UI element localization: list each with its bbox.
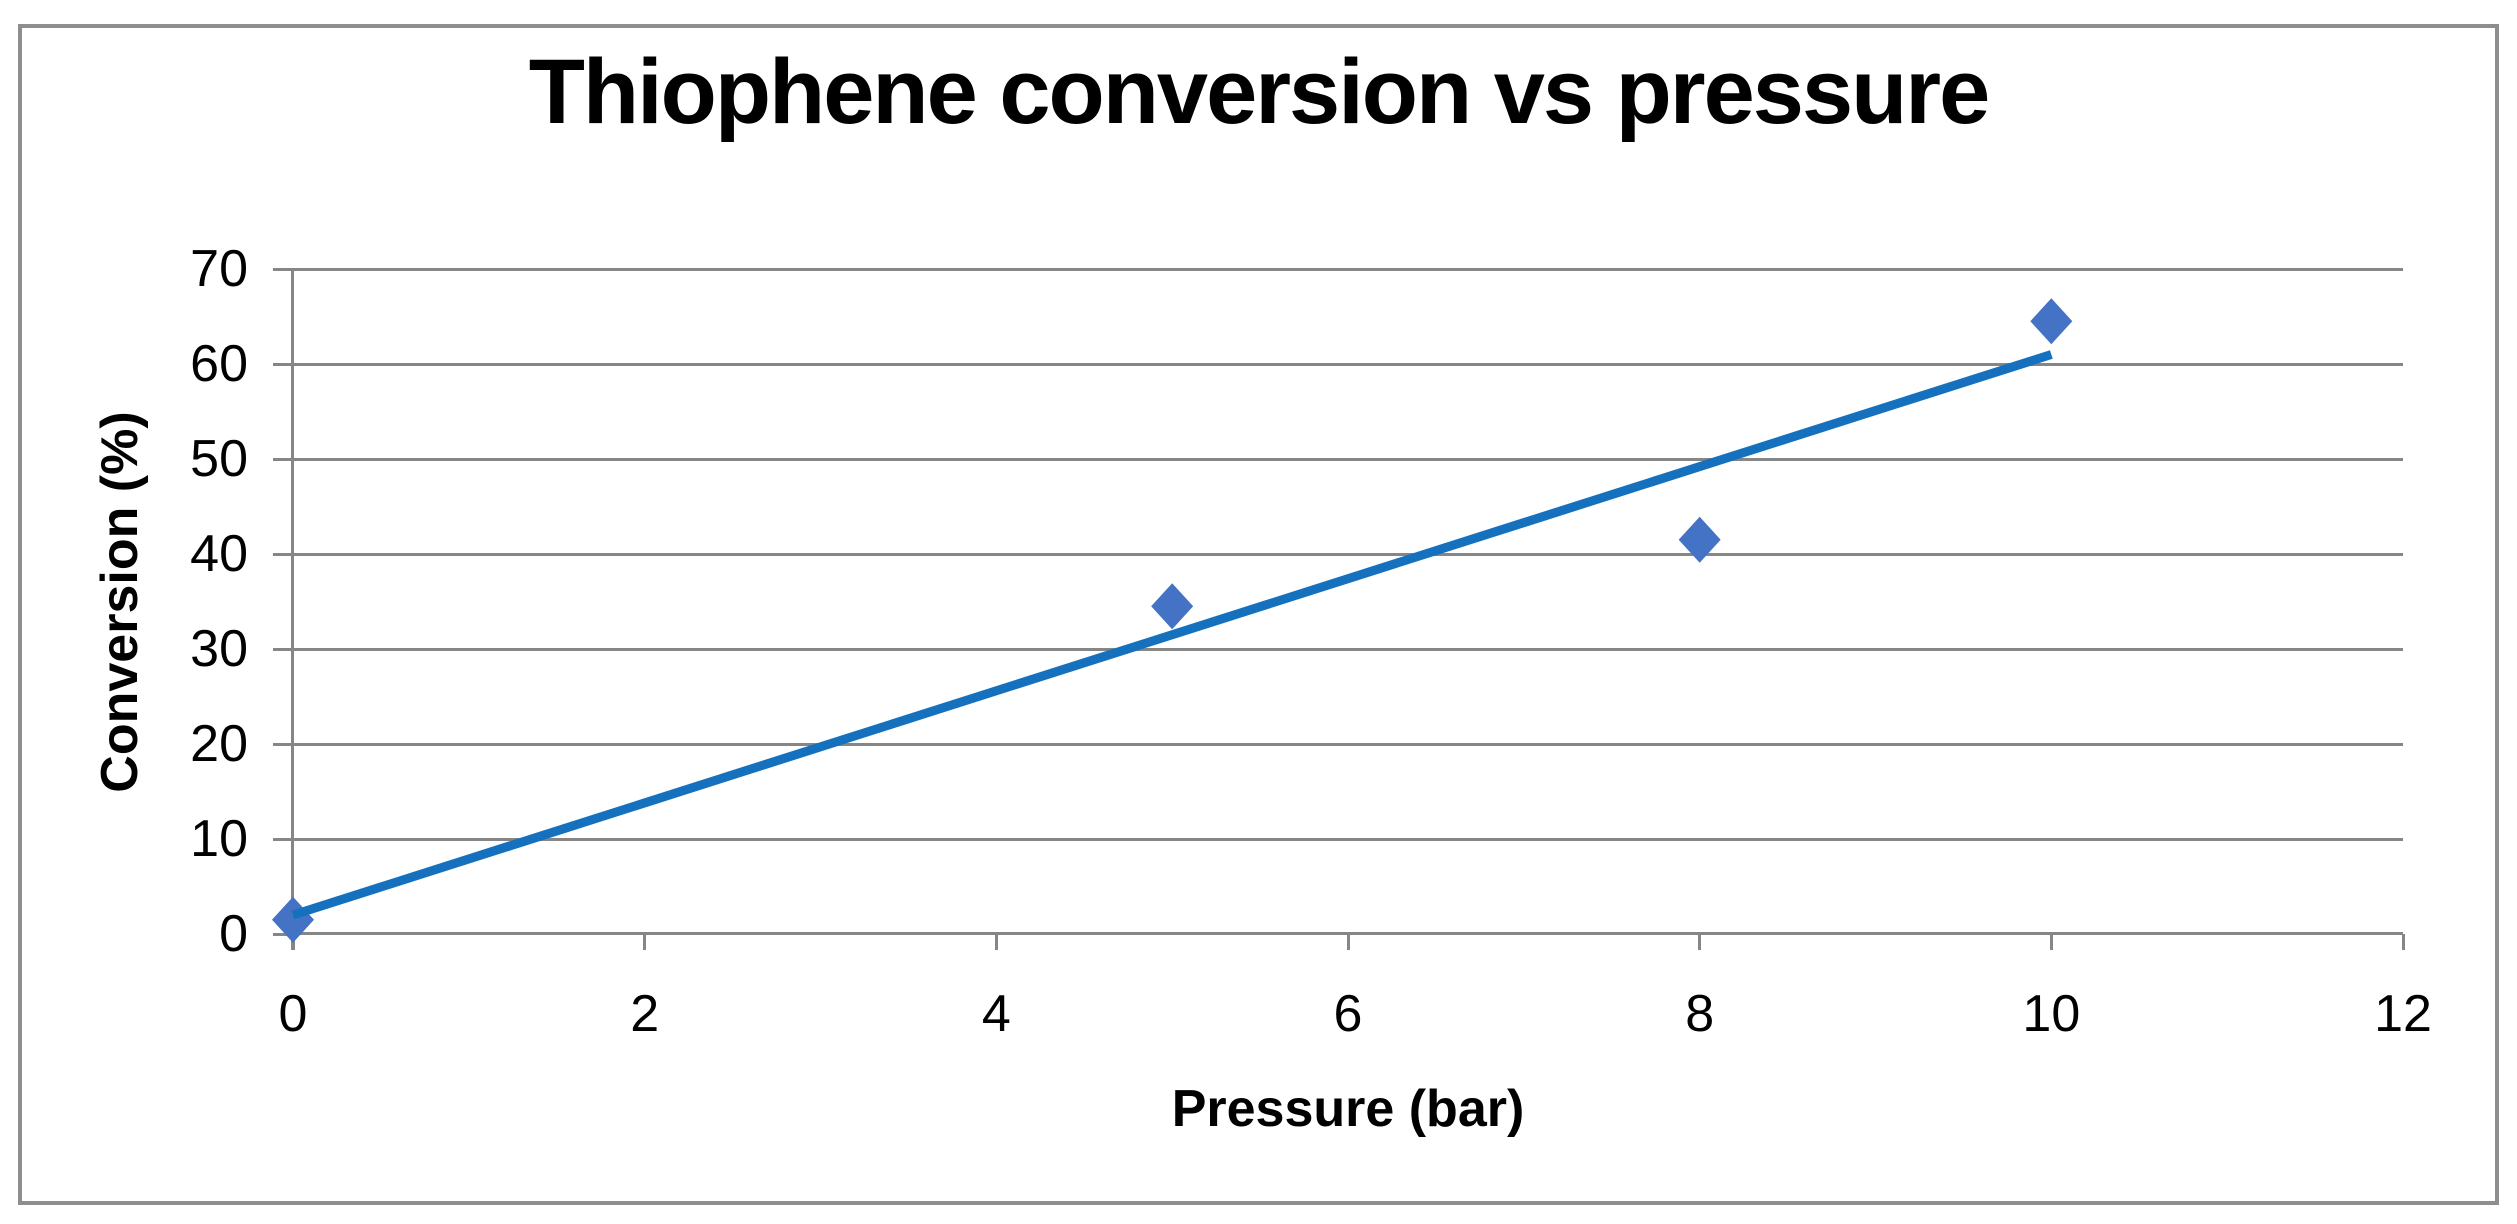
trendline bbox=[291, 350, 2053, 920]
gridline bbox=[293, 267, 2403, 271]
data-point-marker bbox=[1678, 516, 1721, 563]
plot-area bbox=[272, 267, 2405, 950]
gridline bbox=[293, 742, 2403, 746]
chart-border bbox=[18, 24, 2499, 1205]
x-tick-label: 12 bbox=[2374, 985, 2432, 1043]
y-axis-tick bbox=[273, 742, 293, 746]
data-point-marker bbox=[2030, 298, 2073, 345]
x-tick-label: 8 bbox=[1685, 985, 1715, 1043]
y-tick-label: 60 bbox=[190, 335, 248, 393]
x-axis-tick bbox=[2049, 934, 2053, 950]
y-axis-tick bbox=[273, 837, 293, 841]
gridline bbox=[293, 362, 2403, 366]
y-axis-title: Conversion (%) bbox=[91, 411, 149, 793]
gridline bbox=[293, 647, 2403, 651]
y-axis-tick bbox=[273, 267, 293, 271]
chart-title: Thiophene conversion vs pressure bbox=[528, 41, 1991, 143]
gridline bbox=[293, 457, 2403, 461]
x-tick-label: 4 bbox=[981, 985, 1011, 1043]
data-point-marker bbox=[1151, 583, 1194, 630]
y-tick-label: 30 bbox=[190, 620, 248, 678]
y-tick-label: 40 bbox=[190, 525, 248, 583]
x-tick-label: 10 bbox=[2022, 985, 2081, 1043]
gridline bbox=[293, 837, 2403, 841]
y-axis-line bbox=[291, 269, 294, 950]
x-axis-tick bbox=[1698, 934, 1702, 950]
x-axis-tick bbox=[994, 934, 998, 950]
x-axis-title: Pressure (bar) bbox=[1171, 1080, 1525, 1138]
x-tick-label: 6 bbox=[1333, 985, 1363, 1043]
y-axis-tick bbox=[273, 932, 293, 936]
y-axis-tick bbox=[273, 647, 293, 651]
y-tick-label: 10 bbox=[190, 810, 248, 868]
y-axis-tick bbox=[273, 552, 293, 556]
x-axis-tick bbox=[2401, 934, 2405, 950]
x-tick-label: 2 bbox=[630, 985, 660, 1043]
y-tick-label: 70 bbox=[190, 240, 248, 298]
y-axis-tick bbox=[273, 457, 293, 461]
y-tick-label: 0 bbox=[219, 905, 248, 963]
y-tick-label: 20 bbox=[190, 715, 248, 773]
gridline bbox=[293, 552, 2403, 556]
series-layer bbox=[272, 298, 2073, 943]
x-axis-tick bbox=[1346, 934, 1350, 950]
y-tick-label: 50 bbox=[190, 430, 248, 488]
x-axis-tick bbox=[643, 934, 647, 950]
x-axis-line bbox=[293, 932, 2403, 935]
y-axis-tick bbox=[273, 362, 293, 366]
x-tick-label: 0 bbox=[278, 985, 308, 1043]
